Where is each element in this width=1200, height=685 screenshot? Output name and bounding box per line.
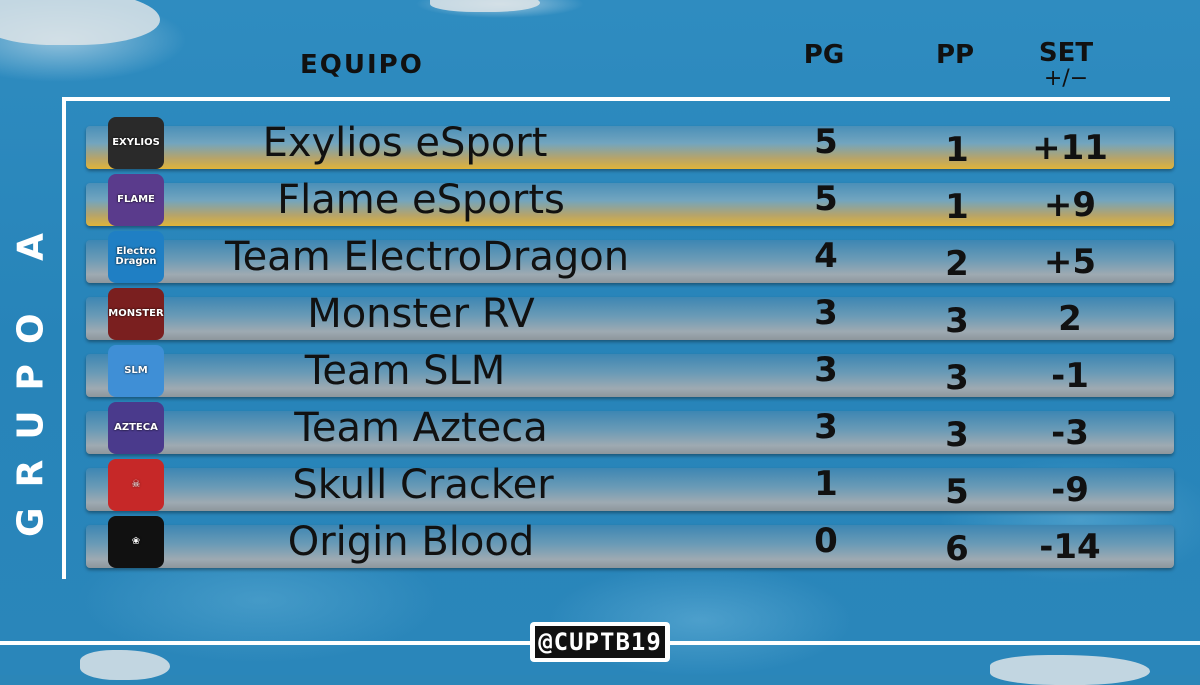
team-pp: 6: [945, 529, 969, 569]
team-pg: 1: [814, 464, 838, 504]
bg-cloud: [430, 0, 540, 12]
flame-logo-icon: FLAME: [108, 174, 164, 226]
team-logo-text: AZTECA: [114, 422, 158, 433]
team-logo-text: ❀: [131, 536, 141, 547]
team-pg: 5: [814, 179, 838, 219]
team-pg: 3: [814, 293, 838, 333]
team-pp: 3: [945, 358, 969, 398]
table-row: EXYLIOS Exylios eSport 5 1 +11: [86, 117, 1174, 170]
originblood-logo-icon: ❀: [108, 516, 164, 568]
team-pp: 1: [945, 187, 969, 227]
table-row: MONSTER Monster RV 3 3 2: [86, 288, 1174, 341]
header-pp: PP: [935, 40, 975, 70]
team-pp: 5: [945, 472, 969, 512]
team-name: Team SLM: [304, 348, 506, 394]
team-set-diff: -3: [1051, 413, 1089, 453]
header-team: EQUIPO: [300, 50, 424, 80]
team-pg: 5: [814, 122, 838, 162]
team-logo-text: MONSTER: [108, 308, 164, 319]
team-name: Exylios eSport: [262, 120, 548, 166]
exylios-logo-icon: EXYLIOS: [108, 117, 164, 169]
team-set-diff: +9: [1043, 185, 1097, 225]
team-logo-text: EXYLIOS: [112, 137, 160, 148]
team-name: Flame eSports: [277, 177, 565, 223]
table-row: FLAME Flame eSports 5 1 +9: [86, 174, 1174, 227]
team-set-diff: -1: [1051, 356, 1089, 396]
team-pg: 4: [814, 236, 838, 276]
table-row: ☠ Skull Cracker 1 5 -9: [86, 459, 1174, 512]
skull-logo-icon: ☠: [108, 459, 164, 511]
team-logo-text: FLAME: [117, 194, 155, 205]
header-set: SET +/−: [1030, 40, 1102, 92]
team-set-diff: +11: [1032, 128, 1108, 168]
electrodragon-logo-icon: Electro Dragon: [108, 231, 164, 283]
bg-cloud: [990, 655, 1150, 685]
header-set-sub: +/−: [1043, 66, 1089, 91]
team-pp: 2: [945, 244, 969, 284]
team-pp: 3: [945, 301, 969, 341]
table-row: AZTECA Team Azteca 3 3 -3: [86, 402, 1174, 455]
team-pg: 3: [814, 407, 838, 447]
team-pg: 0: [814, 521, 838, 561]
team-name: Team ElectroDragon: [224, 234, 630, 280]
team-pp: 1: [945, 130, 969, 170]
azteca-logo-icon: AZTECA: [108, 402, 164, 454]
monster-logo-icon: MONSTER: [108, 288, 164, 340]
team-logo-text: ☠: [131, 479, 141, 490]
team-logo-text: Electro Dragon: [115, 246, 157, 267]
frame-left-line: [62, 97, 66, 579]
team-set-diff: 2: [1058, 299, 1082, 339]
team-name: Team Azteca: [294, 405, 548, 451]
team-logo-text: SLM: [124, 365, 148, 376]
slm-logo-icon: SLM: [108, 345, 164, 397]
team-pg: 3: [814, 350, 838, 390]
team-name: Monster RV: [307, 291, 535, 337]
team-set-diff: -9: [1051, 470, 1089, 510]
frame-top-line: [62, 97, 1170, 101]
team-set-diff: +5: [1043, 242, 1097, 282]
table-row: SLM Team SLM 3 3 -1: [86, 345, 1174, 398]
social-handle: @CUPTB19: [535, 626, 665, 658]
table-row: ❀ Origin Blood 0 6 -14: [86, 516, 1174, 569]
group-label: GRUPO A: [10, 213, 52, 537]
header-set-label: SET: [1038, 38, 1094, 68]
bg-cloud: [80, 650, 170, 680]
team-set-diff: -14: [1039, 527, 1101, 567]
social-handle-badge: @CUPTB19: [530, 622, 670, 662]
table-row: Electro Dragon Team ElectroDragon 4 2 +5: [86, 231, 1174, 284]
team-name: Skull Cracker: [292, 462, 554, 508]
team-name: Origin Blood: [287, 519, 535, 565]
header-pg: PG: [803, 40, 845, 70]
bg-cloud: [0, 0, 160, 45]
team-pp: 3: [945, 415, 969, 455]
